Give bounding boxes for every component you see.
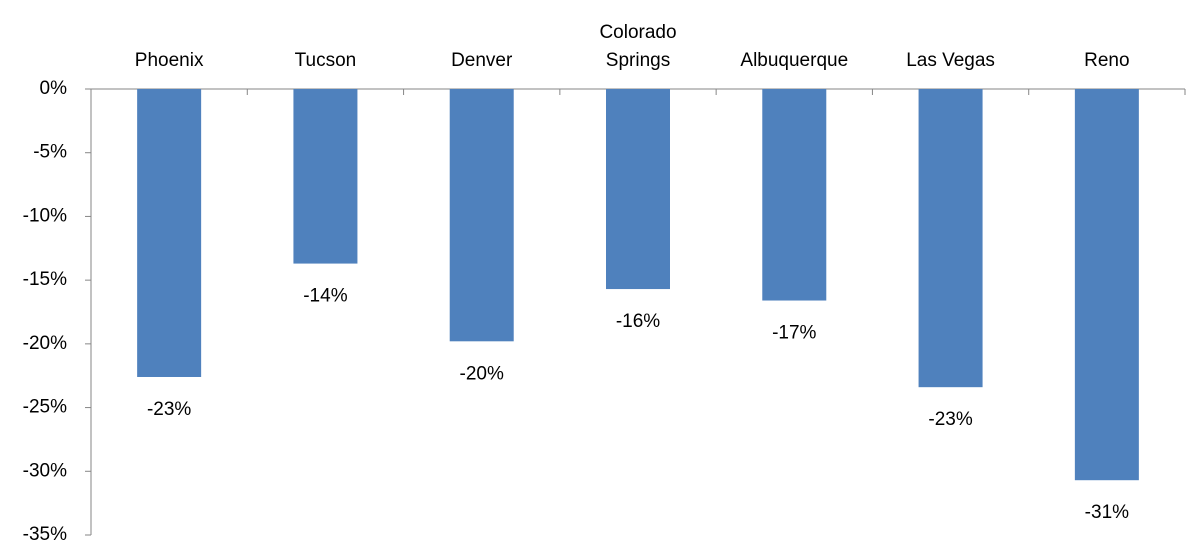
x-tick-label: Colorado Springs: [599, 22, 677, 71]
x-tick-label: Las Vegas: [906, 50, 995, 71]
bar: [449, 89, 514, 342]
y-tick-label: -10%: [23, 205, 67, 226]
bar: [606, 89, 670, 290]
value-label: -17%: [772, 323, 816, 344]
y-tick-label: -5%: [33, 142, 67, 163]
value-label: -23%: [147, 399, 191, 420]
y-tick-label: -30%: [23, 460, 67, 481]
x-tick-label: Denver: [451, 50, 513, 71]
y-tick-label: -25%: [23, 397, 67, 418]
bar: [293, 89, 358, 264]
value-label: -23%: [928, 409, 972, 430]
bar: [1074, 89, 1139, 481]
value-label: -31%: [1085, 502, 1129, 523]
y-tick-label: -35%: [23, 524, 67, 545]
bar: [918, 89, 983, 388]
y-tick-label: 0%: [40, 78, 68, 99]
y-tick-label: -20%: [23, 333, 67, 354]
value-label: -14%: [303, 286, 347, 307]
y-tick-label: -15%: [23, 269, 67, 290]
bar: [137, 89, 202, 377]
x-tick-label: Tucson: [294, 50, 357, 71]
x-tick-label: Phoenix: [134, 50, 204, 71]
value-label: -20%: [460, 363, 504, 384]
x-tick-label: Albuquerque: [740, 50, 849, 71]
bar: [762, 89, 827, 301]
x-tick-label: Reno: [1084, 50, 1130, 71]
value-label: -16%: [616, 311, 660, 332]
